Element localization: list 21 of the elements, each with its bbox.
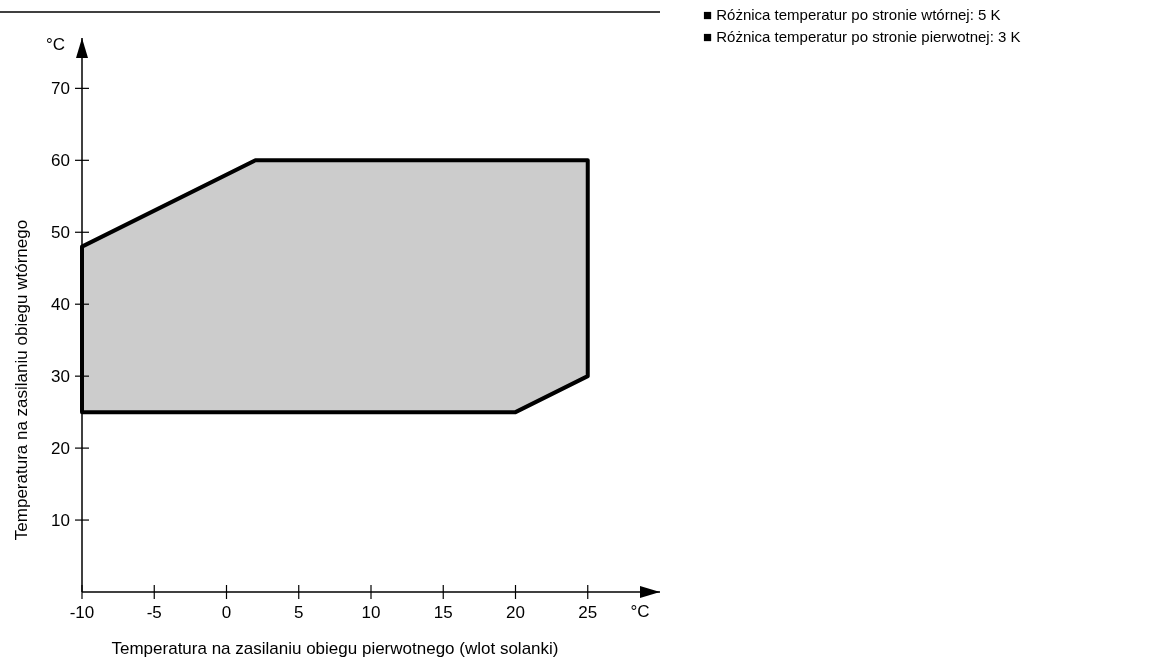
y-tick-label: 50 bbox=[51, 223, 70, 243]
y-tick-label: 40 bbox=[51, 295, 70, 315]
y-tick-label: 20 bbox=[51, 439, 70, 459]
text: ■ Różnica temperatur po stronie wtórnej: 5 K bbox=[703, 6, 1001, 23]
x-tick-label: 0 bbox=[221, 603, 232, 622]
x-tick-label: -10 bbox=[69, 603, 95, 622]
y-tick-label: 30 bbox=[51, 367, 70, 387]
x-tick-label: 10 bbox=[361, 603, 381, 622]
y-tick-label: 60 bbox=[51, 151, 70, 171]
x-tick-label: 5 bbox=[294, 603, 304, 622]
y-tick-label: 10 bbox=[51, 511, 70, 531]
x-tick-label: 15 bbox=[433, 603, 453, 622]
x-tick-label: 25 bbox=[578, 603, 598, 622]
text: °C bbox=[45, 35, 65, 54]
text: ■ Różnica temperatur po stronie pierwotnej: 3 K bbox=[703, 28, 1021, 45]
x-tick-label: 20 bbox=[506, 603, 525, 622]
x-tick-label: -5 bbox=[146, 603, 162, 622]
y-axis-title: Temperatura na zasilaniu obiegu wtórnego bbox=[12, 219, 31, 541]
y-tick-label: 70 bbox=[51, 79, 70, 99]
x-axis-title: Temperatura na zasilaniu obiegu pierwotnego (wlot solanki) bbox=[111, 639, 559, 658]
text: °C bbox=[630, 602, 650, 621]
